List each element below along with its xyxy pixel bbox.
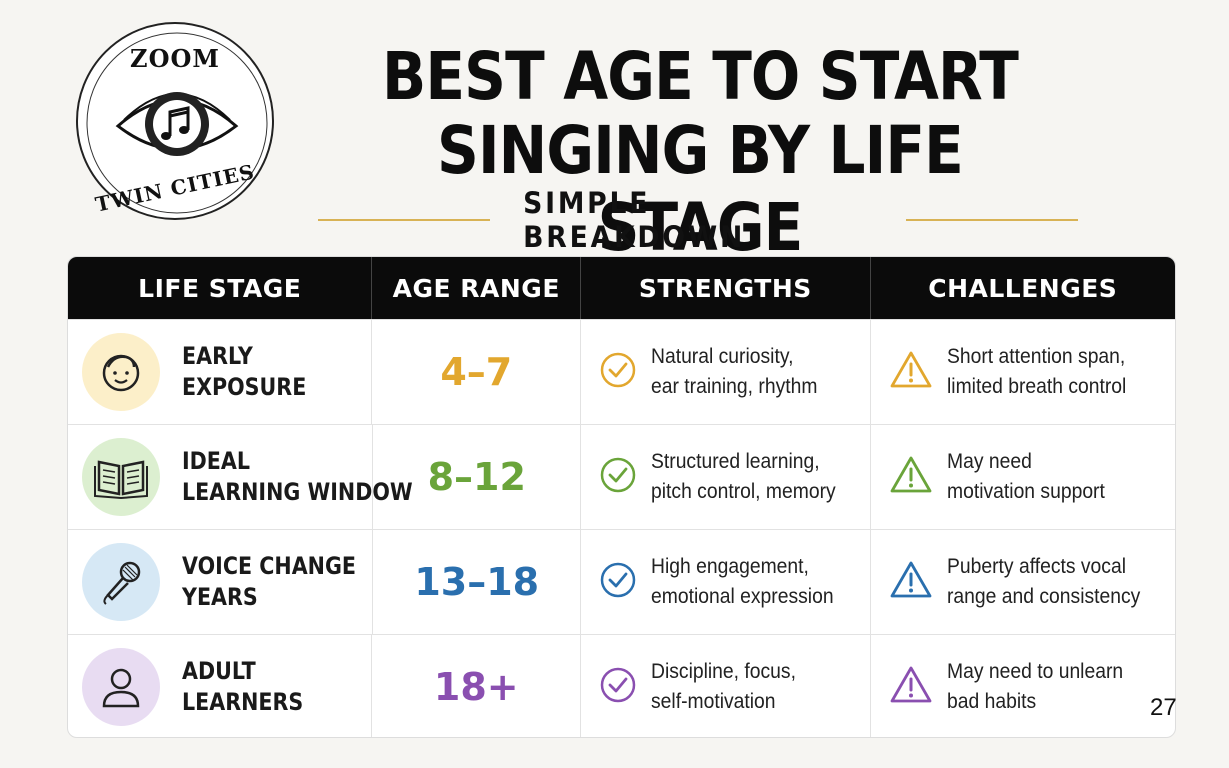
challenges-line-2: range and consistency [946,585,1141,608]
life-stage-line-1: EARLY [182,342,253,370]
check-circle-icon [599,666,637,709]
subtitle-divider-left [318,219,491,221]
page-title-line-2: SINGING BY LIFE STAGE [437,112,964,266]
strengths-line-2: emotional expression [651,585,835,608]
subtitle-bar: SIMPLE BREAKDOWN [318,186,1079,254]
challenges-cell: Short attention span, limited breath con… [871,320,1175,424]
strengths-cell: High engagement, emotional expression [581,530,871,634]
life-stage-table: LIFE STAGE AGE RANGE STRENGTHS CHALLENGE… [67,256,1176,738]
strengths-text: Discipline, focus, self-motivation [651,657,796,717]
challenges-text: Short attention span, limited breath con… [947,342,1126,402]
table-row: VOICE CHANGE YEARS 13–18 High engagement… [68,529,1175,634]
strengths-text: Structured learning, pitch control, memo… [651,447,836,507]
zoom-twin-cities-logo: ZOOM TWIN CITIES [76,22,274,220]
life-stage-cell: EARLY EXPOSURE [68,320,373,424]
life-stage-cell: VOICE CHANGE YEARS [68,530,373,634]
table-header: LIFE STAGE AGE RANGE STRENGTHS CHALLENGE… [68,257,1175,319]
challenges-line-1: Puberty affects vocal [946,555,1126,578]
challenges-cell: May need to unlearn bad habits [871,635,1175,737]
life-stage-name: EARLY EXPOSURE [182,341,306,403]
life-stage-name: IDEAL LEARNING WINDOW [182,446,413,508]
strengths-line-1: Structured learning, [651,450,821,473]
warning-triangle-icon [889,665,933,710]
strengths-line-1: Natural curiosity, [651,345,794,368]
life-stage-name: VOICE CHANGE YEARS [182,551,356,613]
table-row: EARLY EXPOSURE 4–7 Natural curiosity, ea… [68,319,1175,424]
challenges-line-2: limited breath control [946,375,1126,398]
header-life-stage: LIFE STAGE [68,257,373,319]
strengths-line-2: self-motivation [651,690,776,713]
life-stage-line-2: YEARS [182,583,258,611]
age-range-value: 8–12 [373,425,582,529]
strengths-cell: Natural curiosity, ear training, rhythm [581,320,871,424]
life-stage-cell: ADULT LEARNERS [68,635,373,737]
life-stage-cell: IDEAL LEARNING WINDOW [68,425,413,529]
microphone-icon [82,543,160,621]
warning-triangle-icon [889,560,933,605]
life-stage-name: ADULT LEARNERS [182,656,303,718]
check-circle-icon [599,351,637,394]
life-stage-line-1: ADULT [182,657,256,685]
open-book-icon [82,438,160,516]
age-range-value: 4–7 [372,320,582,424]
check-circle-icon [599,456,637,499]
challenges-text: May need motivation support [947,447,1105,507]
strengths-line-2: pitch control, memory [651,480,837,503]
challenges-text: May need to unlearn bad habits [947,657,1123,717]
challenges-line-1: May need [946,450,1032,473]
challenges-cell: May need motivation support [871,425,1175,529]
strengths-cell: Discipline, focus, self-motivation [581,635,871,737]
strengths-text: High engagement, emotional expression [651,552,834,612]
strengths-line-1: High engagement, [651,555,810,578]
table-row: IDEAL LEARNING WINDOW 8–12 Structured le… [68,424,1175,529]
page-number: 27 [1150,694,1177,721]
life-stage-line-2: LEARNERS [182,688,304,716]
life-stage-line-1: VOICE CHANGE [182,552,356,580]
strengths-cell: Structured learning, pitch control, memo… [581,425,871,529]
child-face-icon [82,333,160,411]
page-title-line-1: BEST AGE TO START [381,38,1019,115]
challenges-line-2: motivation support [946,480,1105,503]
person-icon [82,648,160,726]
age-range-value: 18+ [372,635,582,737]
header-strengths: STRENGTHS [581,257,871,319]
challenges-line-1: May need to unlearn [946,660,1123,683]
life-stage-line-1: IDEAL [182,447,251,475]
challenges-cell: Puberty affects vocal range and consiste… [871,530,1175,634]
life-stage-line-2: EXPOSURE [182,373,307,401]
warning-triangle-icon [889,455,933,500]
logo-top-text: ZOOM [130,44,220,73]
age-range-value: 13–18 [373,530,582,634]
subtitle-divider-right [905,219,1079,221]
table-row: ADULT LEARNERS 18+ Discipline, focus, se… [68,634,1175,737]
strengths-line-1: Discipline, focus, [651,660,797,683]
strengths-line-2: ear training, rhythm [651,375,818,398]
subtitle: SIMPLE BREAKDOWN [523,186,746,254]
challenges-text: Puberty affects vocal range and consiste… [947,552,1140,612]
strengths-text: Natural curiosity, ear training, rhythm [651,342,817,402]
eye-music-note-icon [86,32,268,214]
header-age-range: AGE RANGE [372,257,582,319]
life-stage-line-2: LEARNING WINDOW [182,478,413,506]
check-circle-icon [599,561,637,604]
challenges-line-2: bad habits [946,690,1036,713]
challenges-line-1: Short attention span, [946,345,1125,368]
warning-triangle-icon [889,350,933,395]
header-challenges: CHALLENGES [928,273,1118,303]
